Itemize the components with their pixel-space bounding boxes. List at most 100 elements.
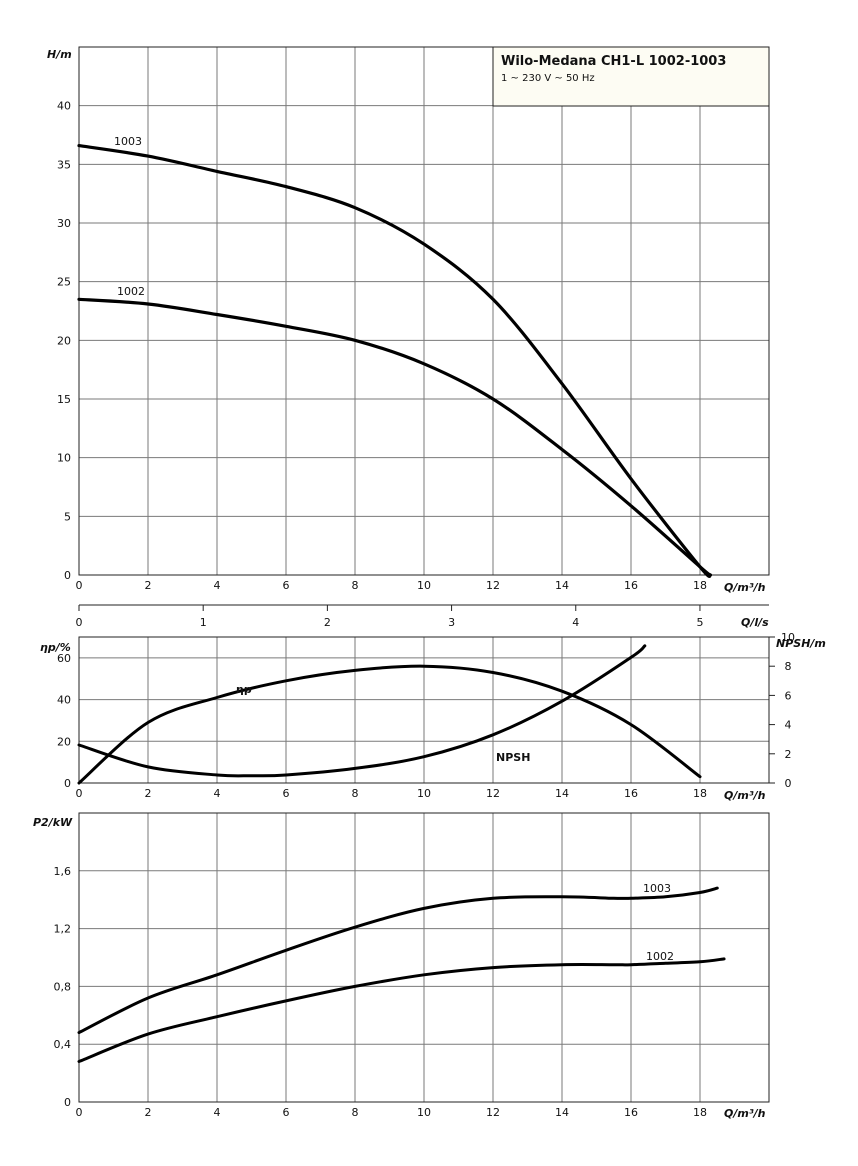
x-tick-label: 18 <box>693 1106 707 1119</box>
x-tick-label: 0 <box>76 787 83 800</box>
y-tick-label: 0 <box>64 569 71 582</box>
power-grid <box>79 813 769 1102</box>
x-tick-label: 18 <box>693 579 707 592</box>
x-tick-label: 12 <box>486 1106 500 1119</box>
y-tick-label: 0 <box>64 777 71 790</box>
npsh-y-axis-label: NPSH/m <box>776 637 826 650</box>
head-x-ticks: 0 2 4 6 8 10 12 14 16 18 <box>76 579 708 592</box>
x-tick-label: 0 <box>76 579 83 592</box>
x-tick-label: 12 <box>486 579 500 592</box>
ls-tick-label: 1 <box>200 616 207 629</box>
head-series-label-1002: 1002 <box>117 285 145 298</box>
head-chart-frame <box>78 46 770 576</box>
y2-tick-label: 2 <box>785 748 792 761</box>
npsh-y-ticks: 0 2 4 6 8 10 <box>769 631 795 790</box>
y-tick-label: 30 <box>57 217 71 230</box>
efficiency-y-ticks: 0 20 40 60 <box>57 652 71 790</box>
x-tick-label: 6 <box>283 787 290 800</box>
x-tick-label: 4 <box>214 787 221 800</box>
efficiency-curve <box>77 664 702 785</box>
y-tick-label: 1,6 <box>54 865 72 878</box>
npsh-curve <box>77 644 647 778</box>
flow-ls-ticks: 0 1 2 3 4 5 <box>76 605 703 629</box>
x-tick-label: 14 <box>555 1106 569 1119</box>
x-tick-label: 4 <box>214 579 221 592</box>
x-tick-label: 14 <box>555 787 569 800</box>
head-curve-1003 <box>77 144 712 578</box>
y-tick-label: 15 <box>57 393 71 406</box>
power-y-axis-label: P2/kW <box>33 816 73 829</box>
power-series-label-1002: 1002 <box>646 950 674 963</box>
flow-ls-axis: 0 1 2 3 4 5 Q/l/s <box>76 604 769 629</box>
power-x-axis-label: Q/m³/h <box>724 1107 766 1120</box>
x-tick-label: 16 <box>624 787 638 800</box>
head-chart: 0 5 10 15 20 25 30 35 40 0 2 4 6 8 10 12 14 16 18 H/m Q/m… <box>47 46 770 594</box>
x-tick-label: 16 <box>624 579 638 592</box>
efficiency-x-axis-label: Q/m³/h <box>724 789 766 802</box>
x-tick-label: 2 <box>145 579 152 592</box>
head-x-axis-label: Q/m³/h <box>724 581 766 594</box>
head-y-ticks: 0 5 10 15 20 25 30 35 40 <box>57 100 71 582</box>
y2-tick-label: 6 <box>785 689 792 702</box>
chart-subtitle: 1 ~ 230 V ~ 50 Hz <box>501 73 595 84</box>
ls-tick-label: 2 <box>324 616 331 629</box>
efficiency-curves <box>77 644 702 785</box>
y2-tick-label: 10 <box>781 631 795 644</box>
chart-title: Wilo-Medana CH1-L 1002-1003 <box>501 54 726 69</box>
efficiency-grid <box>79 637 769 783</box>
x-tick-label: 8 <box>352 787 359 800</box>
efficiency-npsh-chart: 0 20 40 60 0 2 4 6 8 10 0 2 4 6 8 10 12 14 16 18 ηp/% NPS… <box>40 631 826 802</box>
flow-ls-axis-label: Q/l/s <box>741 616 769 629</box>
y-tick-label: 10 <box>57 452 71 465</box>
efficiency-series-label: ηp <box>236 683 252 696</box>
head-curves <box>77 144 712 578</box>
x-tick-label: 10 <box>417 579 431 592</box>
x-tick-label: 2 <box>145 787 152 800</box>
y-tick-label: 20 <box>57 735 71 748</box>
x-tick-label: 6 <box>283 579 290 592</box>
ls-tick-label: 5 <box>696 616 703 629</box>
head-y-axis-label: H/m <box>47 48 72 61</box>
power-series-label-1003: 1003 <box>643 882 671 895</box>
power-chart: 0 0,4 0,8 1,2 1,6 0 2 4 6 8 10 12 14 16 18 P2/kW Q/m³… <box>33 812 770 1120</box>
y2-tick-label: 0 <box>785 777 792 790</box>
head-grid <box>79 47 769 575</box>
head-curve-1002 <box>77 297 712 577</box>
y-tick-label: 0,8 <box>54 980 72 993</box>
efficiency-x-ticks: 0 2 4 6 8 10 12 14 16 18 <box>76 787 708 800</box>
y-tick-label: 35 <box>57 158 71 171</box>
y-tick-label: 40 <box>57 694 71 707</box>
y-tick-label: 20 <box>57 334 71 347</box>
y-tick-label: 5 <box>64 510 71 523</box>
x-tick-label: 16 <box>624 1106 638 1119</box>
y-tick-label: 40 <box>57 100 71 113</box>
npsh-series-label: NPSH <box>496 751 530 764</box>
y-tick-label: 0,4 <box>54 1038 72 1051</box>
x-tick-label: 2 <box>145 1106 152 1119</box>
head-series-label-1003: 1003 <box>114 135 142 148</box>
power-curve-1002 <box>77 957 726 1063</box>
ls-tick-label: 0 <box>76 616 83 629</box>
power-y-ticks: 0 0,4 0,8 1,2 1,6 <box>54 865 72 1109</box>
title-box <box>492 46 770 107</box>
x-tick-label: 4 <box>214 1106 221 1119</box>
x-tick-label: 12 <box>486 787 500 800</box>
x-tick-label: 0 <box>76 1106 83 1119</box>
power-chart-frame <box>78 812 770 1103</box>
ls-tick-label: 4 <box>572 616 579 629</box>
x-tick-label: 8 <box>352 579 359 592</box>
y-tick-label: 25 <box>57 276 71 289</box>
x-tick-label: 6 <box>283 1106 290 1119</box>
efficiency-y-axis-label: ηp/% <box>40 641 71 654</box>
ls-tick-label: 3 <box>448 616 455 629</box>
x-tick-label: 14 <box>555 579 569 592</box>
y-tick-label: 1,2 <box>54 923 72 936</box>
x-tick-label: 18 <box>693 787 707 800</box>
power-curve-1003 <box>77 886 719 1035</box>
x-tick-label: 10 <box>417 787 431 800</box>
power-curves <box>77 886 726 1063</box>
y-tick-label: 0 <box>64 1096 71 1109</box>
x-tick-label: 10 <box>417 1106 431 1119</box>
y2-tick-label: 4 <box>785 719 792 732</box>
